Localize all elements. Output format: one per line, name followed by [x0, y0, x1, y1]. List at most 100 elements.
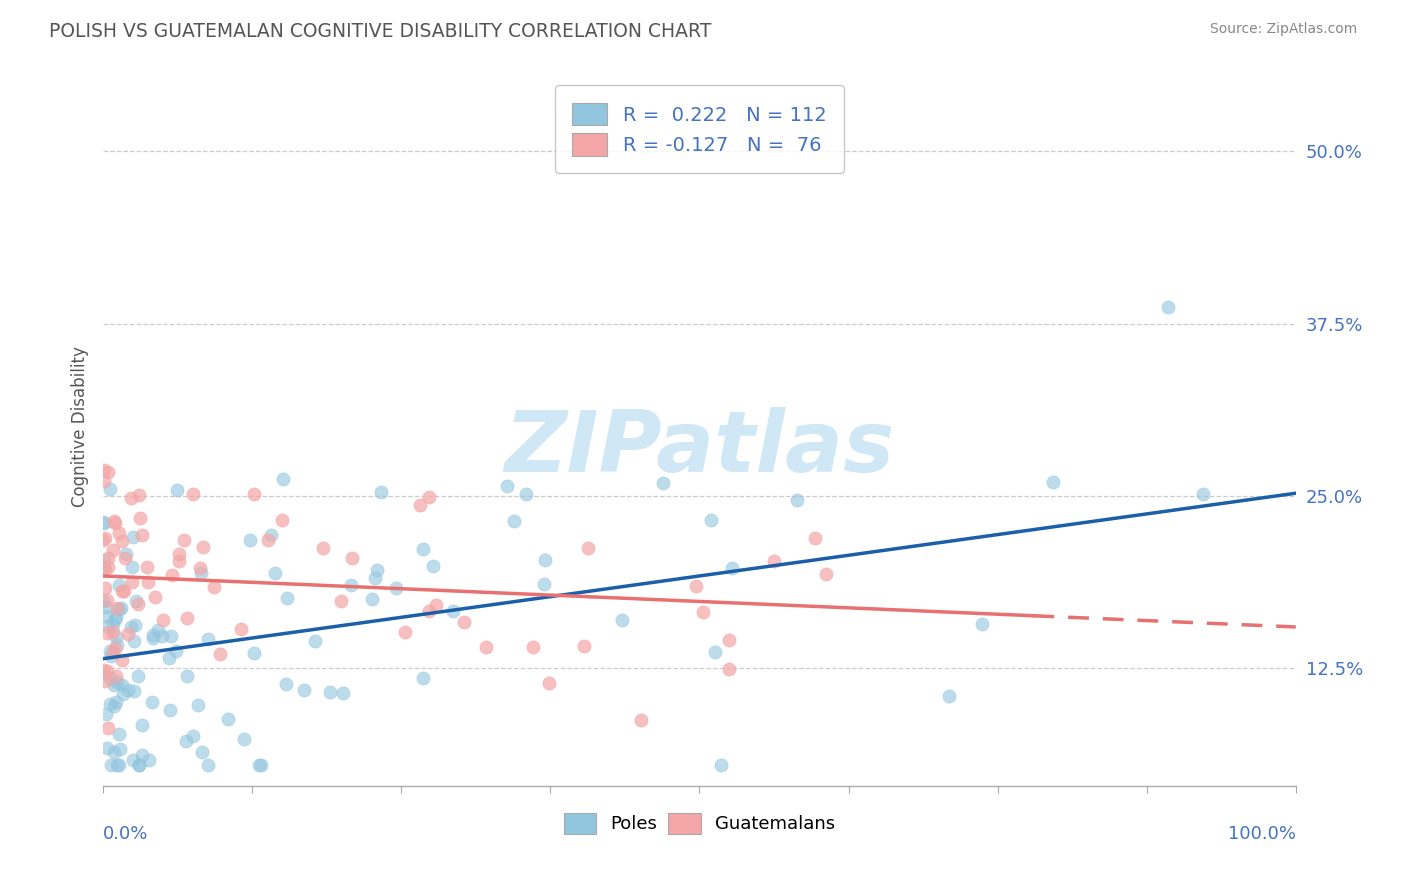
Point — [128, 757, 150, 772]
Point — [103, 514, 125, 528]
Point — [93, 475, 115, 489]
Point — [197, 632, 219, 646]
Point — [128, 757, 150, 772]
Point — [96, 592, 118, 607]
Point — [174, 733, 197, 747]
Point — [97, 465, 120, 479]
Point — [98, 698, 121, 712]
Point — [105, 675, 128, 690]
Point — [103, 678, 125, 692]
Point — [209, 647, 232, 661]
Point — [762, 554, 785, 568]
Point — [94, 674, 117, 689]
Point — [157, 650, 180, 665]
Text: Source: ZipAtlas.com: Source: ZipAtlas.com — [1209, 22, 1357, 37]
Point — [418, 490, 440, 504]
Point — [97, 619, 120, 633]
Point — [243, 646, 266, 660]
Point — [129, 511, 152, 525]
Point — [93, 666, 115, 681]
Point — [572, 639, 595, 653]
Point — [131, 718, 153, 732]
Point — [112, 584, 135, 599]
Point — [141, 695, 163, 709]
Point — [94, 531, 117, 545]
Point — [98, 644, 121, 658]
Point — [202, 580, 225, 594]
Point — [370, 484, 392, 499]
Point — [105, 638, 128, 652]
Point — [1191, 487, 1213, 501]
Point — [104, 612, 127, 626]
Text: ZIPatlas: ZIPatlas — [505, 407, 894, 490]
Point — [93, 663, 115, 677]
Point — [167, 554, 190, 568]
Point — [475, 640, 498, 654]
Point — [630, 713, 652, 727]
Point — [108, 578, 131, 592]
Point — [652, 475, 675, 490]
Point — [692, 605, 714, 619]
Point — [804, 531, 827, 545]
Point — [105, 609, 128, 624]
Point — [101, 645, 124, 659]
Text: 0.0%: 0.0% — [103, 825, 149, 843]
Point — [100, 482, 122, 496]
Point — [105, 696, 128, 710]
Point — [1157, 300, 1180, 314]
Point — [135, 560, 157, 574]
Point — [191, 540, 214, 554]
Point — [718, 662, 741, 676]
Point — [160, 568, 183, 582]
Point — [115, 548, 138, 562]
Point — [110, 742, 132, 756]
Point — [217, 712, 239, 726]
Point — [122, 633, 145, 648]
Point — [700, 512, 723, 526]
Point — [152, 613, 174, 627]
Point — [93, 561, 115, 575]
Point — [197, 757, 219, 772]
Point — [103, 745, 125, 759]
Point — [143, 591, 166, 605]
Point — [938, 689, 960, 703]
Point — [576, 541, 599, 555]
Point — [243, 487, 266, 501]
Point — [264, 566, 287, 581]
Point — [533, 577, 555, 591]
Legend: Poles, Guatemalans: Poles, Guatemalans — [557, 805, 842, 841]
Point — [257, 533, 280, 548]
Point — [233, 731, 256, 746]
Point — [503, 514, 526, 528]
Point — [107, 602, 129, 616]
Point — [111, 534, 134, 549]
Point — [364, 571, 387, 585]
Point — [441, 604, 464, 618]
Text: POLISH VS GUATEMALAN COGNITIVE DISABILITY CORRELATION CHART: POLISH VS GUATEMALAN COGNITIVE DISABILIT… — [49, 22, 711, 41]
Point — [704, 645, 727, 659]
Point — [786, 493, 808, 508]
Point — [96, 626, 118, 640]
Point — [181, 487, 204, 501]
Point — [121, 560, 143, 574]
Point — [111, 678, 134, 692]
Point — [167, 547, 190, 561]
Point — [425, 598, 447, 612]
Point — [332, 686, 354, 700]
Point — [412, 541, 434, 556]
Point — [104, 516, 127, 531]
Point — [166, 483, 188, 497]
Point — [107, 525, 129, 540]
Point — [120, 620, 142, 634]
Point — [131, 747, 153, 762]
Point — [271, 472, 294, 486]
Point — [103, 699, 125, 714]
Point — [127, 597, 149, 611]
Point — [972, 617, 994, 632]
Point — [117, 682, 139, 697]
Point — [97, 722, 120, 736]
Point — [385, 582, 408, 596]
Point — [394, 624, 416, 639]
Point — [330, 593, 353, 607]
Point — [107, 726, 129, 740]
